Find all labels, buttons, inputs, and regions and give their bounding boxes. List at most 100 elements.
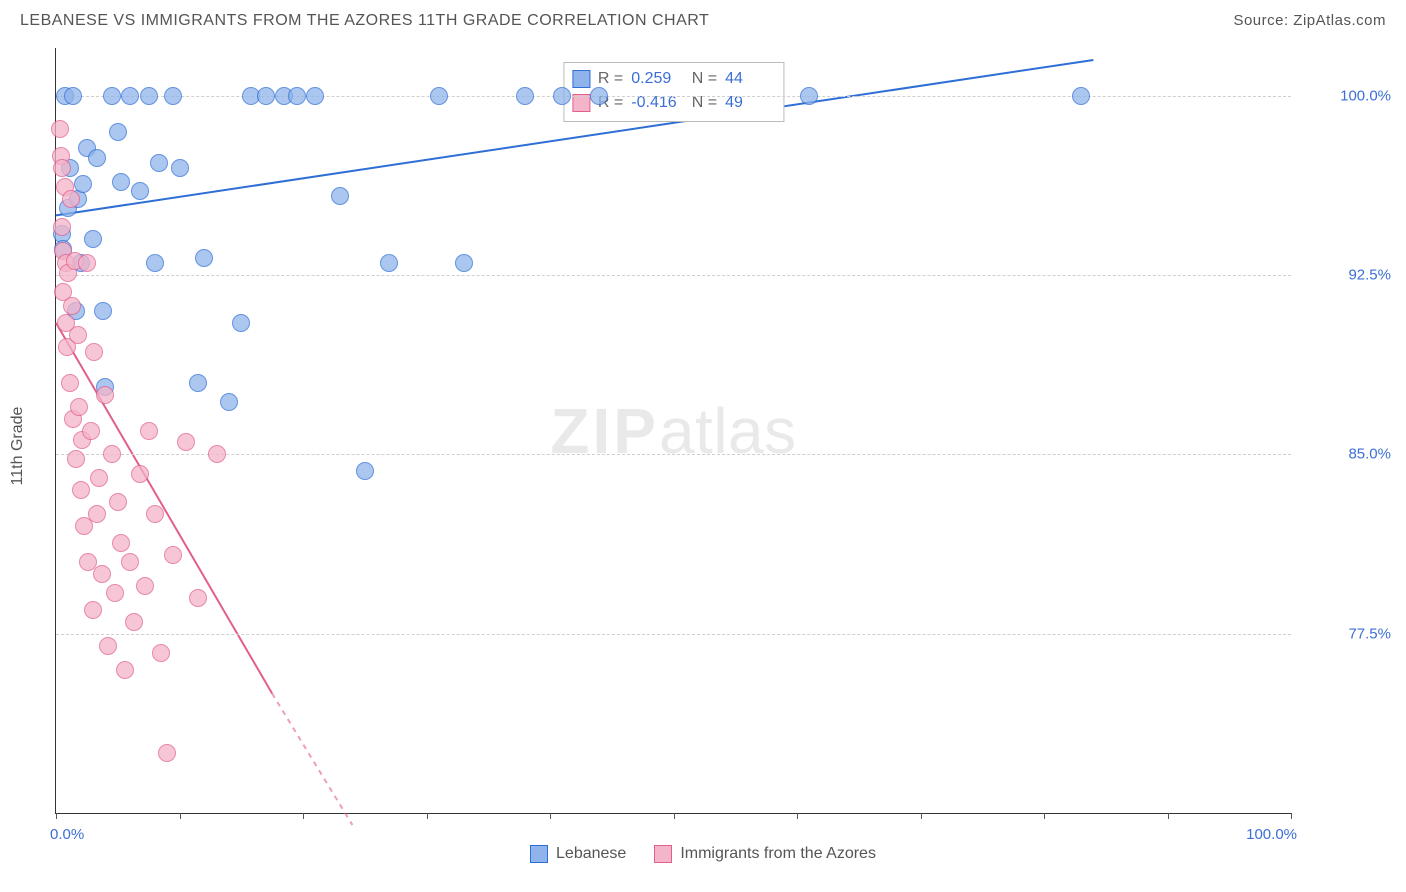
gridline	[56, 634, 1291, 635]
data-point	[158, 744, 176, 762]
data-point	[103, 445, 121, 463]
data-point	[146, 254, 164, 272]
legend-swatch	[654, 845, 672, 863]
x-tick	[427, 813, 428, 819]
data-point	[88, 149, 106, 167]
data-point	[195, 249, 213, 267]
data-point	[131, 465, 149, 483]
data-point	[96, 386, 114, 404]
stat-n-label: N =	[687, 91, 717, 115]
data-point	[152, 644, 170, 662]
data-point	[146, 505, 164, 523]
data-point	[74, 175, 92, 193]
stat-r-value: 0.259	[631, 67, 679, 91]
data-point	[356, 462, 374, 480]
data-point	[1072, 87, 1090, 105]
data-point	[208, 445, 226, 463]
data-point	[70, 398, 88, 416]
x-tick	[303, 813, 304, 819]
data-point	[53, 218, 71, 236]
x-tick	[1168, 813, 1169, 819]
bottom-legend: Lebanese Immigrants from the Azores	[0, 845, 1406, 868]
data-point	[121, 87, 139, 105]
data-point	[455, 254, 473, 272]
data-point	[140, 422, 158, 440]
data-point	[189, 374, 207, 392]
data-point	[93, 565, 111, 583]
x-tick	[1044, 813, 1045, 819]
y-tick-label: 100.0%	[1301, 87, 1391, 104]
y-tick-label: 92.5%	[1301, 267, 1391, 284]
stat-n-label: N =	[687, 67, 717, 91]
data-point	[53, 159, 71, 177]
data-point	[69, 326, 87, 344]
data-point	[164, 87, 182, 105]
data-point	[106, 584, 124, 602]
stat-r-value: -0.416	[631, 91, 679, 115]
data-point	[331, 187, 349, 205]
data-point	[109, 493, 127, 511]
data-point	[140, 87, 158, 105]
data-point	[94, 302, 112, 320]
data-point	[78, 254, 96, 272]
data-point	[136, 577, 154, 595]
x-tick	[674, 813, 675, 819]
legend-item: Immigrants from the Azores	[654, 845, 876, 863]
data-point	[62, 190, 80, 208]
data-point	[125, 613, 143, 631]
data-point	[220, 393, 238, 411]
x-tick	[56, 813, 57, 819]
data-point	[590, 87, 608, 105]
watermark-bold: ZIP	[550, 395, 659, 467]
data-point	[232, 314, 250, 332]
data-point	[553, 87, 571, 105]
data-point	[177, 433, 195, 451]
data-point	[380, 254, 398, 272]
x-axis-label-max: 100.0%	[1246, 826, 1297, 843]
chart-header: LEBANESE VS IMMIGRANTS FROM THE AZORES 1…	[20, 12, 1386, 30]
data-point	[90, 469, 108, 487]
data-point	[116, 661, 134, 679]
data-point	[171, 159, 189, 177]
data-point	[131, 182, 149, 200]
data-point	[63, 297, 81, 315]
stat-n-value: 44	[725, 67, 773, 91]
data-point	[306, 87, 324, 105]
data-point	[257, 87, 275, 105]
data-point	[88, 505, 106, 523]
legend-swatch	[572, 70, 590, 88]
data-point	[288, 87, 306, 105]
gridline	[56, 454, 1291, 455]
legend-label: Immigrants from the Azores	[680, 845, 876, 863]
y-axis-title: 11th Grade	[9, 407, 27, 486]
data-point	[99, 637, 117, 655]
trend-lines-layer	[56, 48, 1291, 813]
data-point	[103, 87, 121, 105]
gridline	[56, 275, 1291, 276]
data-point	[84, 601, 102, 619]
legend-swatch	[530, 845, 548, 863]
chart-source: Source: ZipAtlas.com	[1233, 12, 1386, 29]
data-point	[64, 87, 82, 105]
data-point	[51, 120, 69, 138]
legend-label: Lebanese	[556, 845, 626, 863]
data-point	[112, 173, 130, 191]
x-tick	[797, 813, 798, 819]
watermark: ZIPatlas	[550, 394, 796, 468]
x-tick	[550, 813, 551, 819]
data-point	[82, 422, 100, 440]
chart-title: LEBANESE VS IMMIGRANTS FROM THE AZORES 1…	[20, 12, 709, 30]
data-point	[164, 546, 182, 564]
data-point	[150, 154, 168, 172]
data-point	[67, 450, 85, 468]
data-point	[189, 589, 207, 607]
trend-line-extension	[272, 693, 352, 824]
x-tick	[180, 813, 181, 819]
data-point	[61, 374, 79, 392]
watermark-light: atlas	[659, 395, 797, 467]
stat-n-value: 49	[725, 91, 773, 115]
data-point	[800, 87, 818, 105]
x-tick	[921, 813, 922, 819]
data-point	[430, 87, 448, 105]
data-point	[109, 123, 127, 141]
